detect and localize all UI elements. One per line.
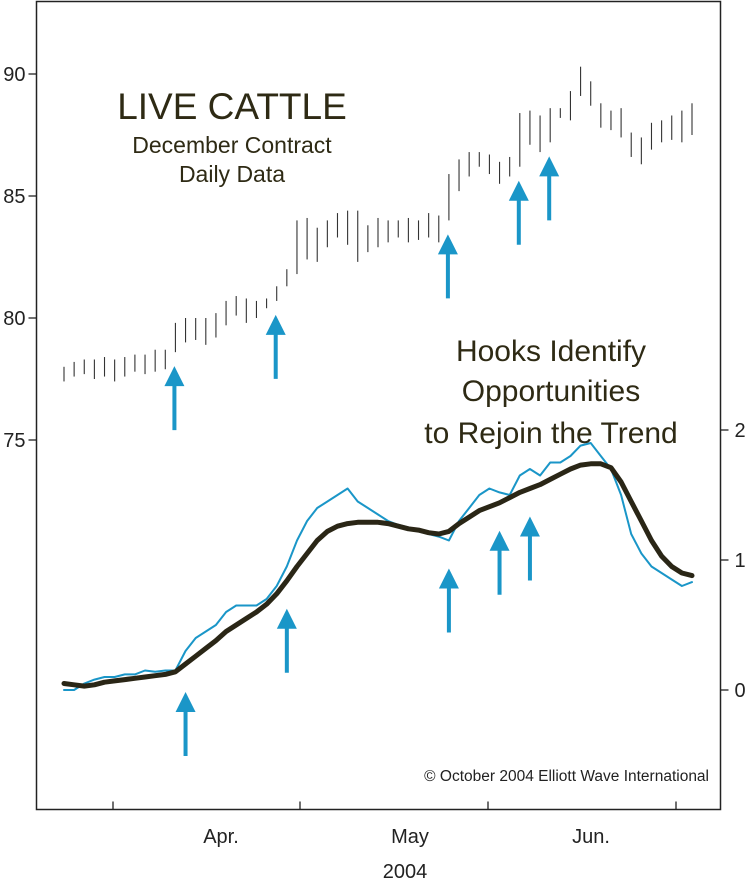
hook-arrow xyxy=(265,314,286,379)
right-tick-label: 0 xyxy=(735,680,746,702)
hook-arrow xyxy=(175,692,196,756)
x-tick-label: May xyxy=(391,826,429,848)
hook-arrow xyxy=(437,234,458,299)
plot-frame xyxy=(35,0,722,811)
right-tick-label: 2 xyxy=(735,420,746,442)
left-tick-label: 90 xyxy=(3,64,25,86)
hook-arrows xyxy=(164,156,560,756)
left-axis: 75 80 85 90 xyxy=(3,64,37,452)
price-bars xyxy=(63,66,693,382)
fast-indicator-line xyxy=(63,442,693,691)
annotation-line3: to Rejoin the Trend xyxy=(424,417,678,450)
x-axis: Apr. May Jun. xyxy=(112,801,677,848)
chart-subtitle-line1: December Contract xyxy=(132,132,332,158)
indicator-lines xyxy=(61,442,695,691)
hook-arrow xyxy=(489,530,510,595)
slow-indicator-line xyxy=(61,461,695,689)
copyright-text: © October 2004 Elliott Wave Internationa… xyxy=(424,768,709,785)
hook-arrow xyxy=(164,366,185,431)
x-tick-label: Apr. xyxy=(203,826,239,848)
left-tick-label: 75 xyxy=(3,430,25,452)
hook-arrow xyxy=(438,568,459,633)
left-tick-label: 85 xyxy=(3,186,25,208)
hook-arrow xyxy=(276,608,297,673)
chart-title: LIVE CATTLE xyxy=(117,86,347,127)
x-tick-label: Jun. xyxy=(572,826,610,848)
left-tick-label: 80 xyxy=(3,308,25,330)
hook-arrow xyxy=(519,516,540,581)
annotation-line2: Opportunities xyxy=(462,375,640,408)
right-tick-label: 1 xyxy=(735,550,746,572)
chart-subtitle-line2: Daily Data xyxy=(179,161,285,187)
annotation-line1: Hooks Identify xyxy=(456,335,646,368)
hook-arrow xyxy=(539,156,560,221)
hook-arrow xyxy=(508,180,529,245)
right-axis: 0 1 2 xyxy=(720,420,746,702)
x-year-label: 2004 xyxy=(383,861,428,881)
